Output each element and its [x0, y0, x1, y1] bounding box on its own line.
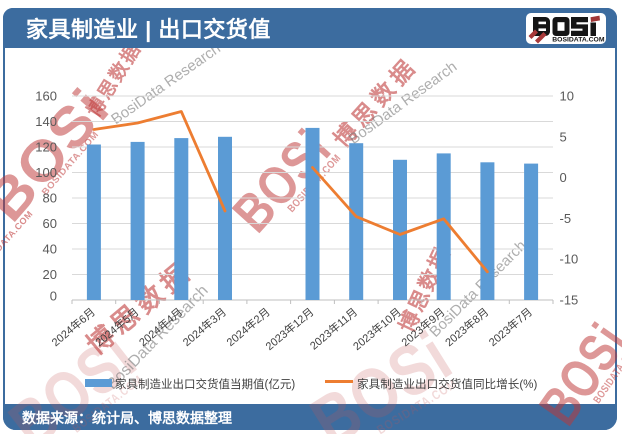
svg-text:2023年8月: 2023年8月 [442, 305, 491, 350]
svg-text:2024年6月: 2024年6月 [49, 305, 98, 350]
svg-text:-5: -5 [560, 211, 572, 226]
svg-text:120: 120 [35, 140, 57, 155]
svg-text:60: 60 [43, 216, 57, 231]
svg-text:20: 20 [43, 267, 57, 282]
svg-text:100: 100 [35, 165, 57, 180]
svg-text:2024年4月: 2024年4月 [136, 305, 185, 350]
svg-text:-15: -15 [560, 293, 579, 308]
svg-text:BOSIDATA.COM: BOSIDATA.COM [552, 37, 605, 44]
svg-text:2024年3月: 2024年3月 [180, 305, 229, 350]
svg-text:2024年5月: 2024年5月 [92, 305, 141, 350]
svg-text:80: 80 [43, 191, 57, 206]
svg-text:0: 0 [50, 289, 57, 304]
svg-text:5: 5 [560, 129, 567, 144]
svg-text:-10: -10 [560, 252, 579, 267]
svg-text:40: 40 [43, 242, 57, 257]
svg-text:2023年7月: 2023年7月 [486, 305, 535, 350]
svg-text:2023年9月: 2023年9月 [398, 305, 447, 350]
svg-text:10: 10 [560, 89, 574, 104]
svg-text:2023年10月: 2023年10月 [350, 305, 404, 353]
svg-text:140: 140 [35, 114, 57, 129]
svg-text:家具制造业出口交货值当期值(亿元): 家具制造业出口交货值当期值(亿元) [115, 377, 295, 391]
svg-text:160: 160 [35, 89, 57, 104]
svg-text:0: 0 [560, 170, 567, 185]
svg-text:2023年12月: 2023年12月 [262, 305, 316, 353]
svg-text:家具制造业出口交货值同比增长(%): 家具制造业出口交货值同比增长(%) [357, 377, 537, 391]
